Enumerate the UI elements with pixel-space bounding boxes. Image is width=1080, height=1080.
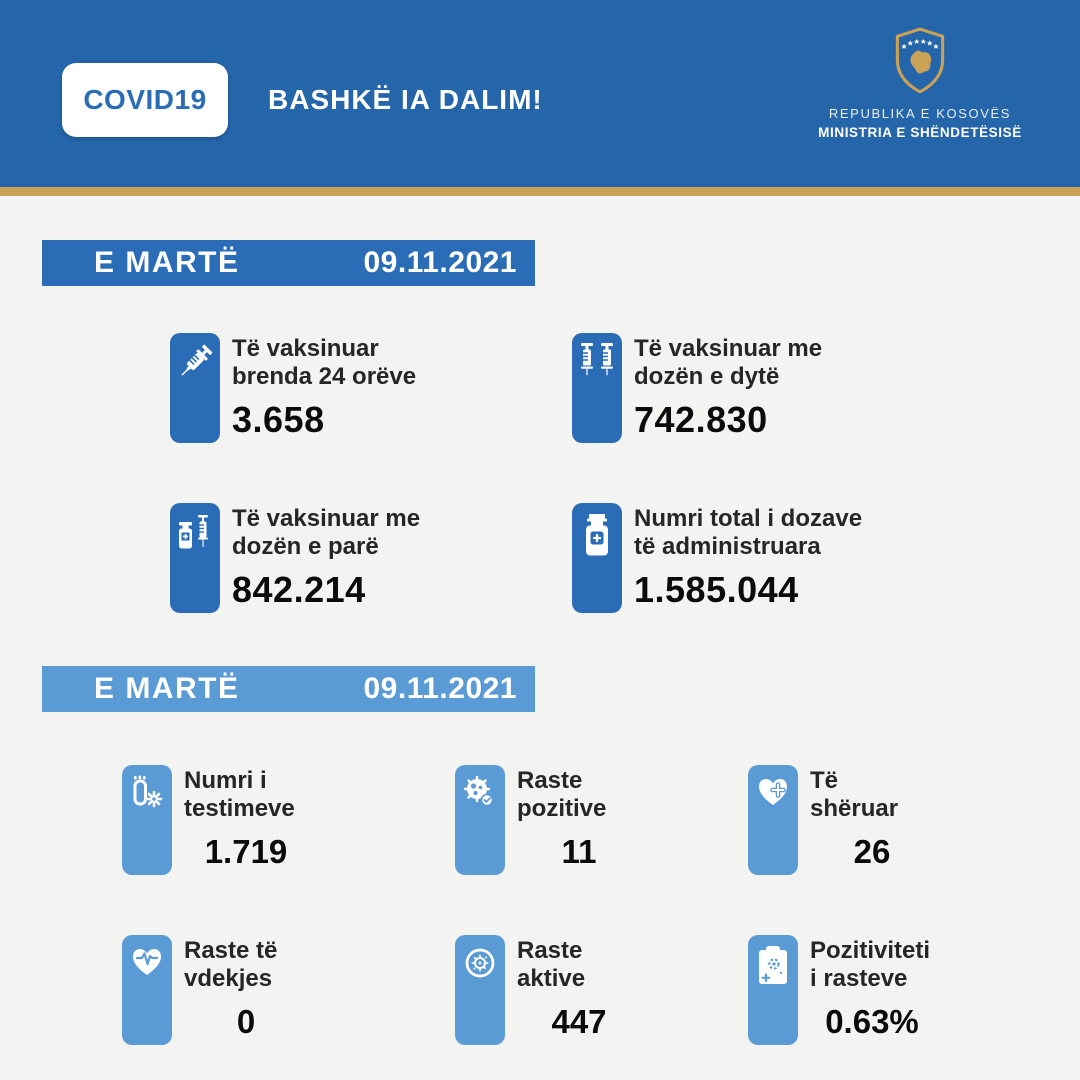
stat-card-vaccinated-24h: Të vaksinuar brenda 24 orëve 3.658 (170, 333, 416, 443)
gold-divider (0, 187, 1080, 196)
virus-ring-icon (455, 935, 505, 1045)
stat-label: Të shëruar (810, 767, 899, 823)
stat-value: 742.830 (634, 399, 768, 440)
test-tube-virus-icon (122, 765, 172, 875)
stat-card-positive-cases: Raste pozitive 11 (455, 765, 641, 875)
stat-label: Pozitiviteti i rasteve (810, 937, 931, 993)
stat-value: 1.585.044 (634, 569, 799, 610)
vaccination-date-banner: E MARTË 09.11.2021 (42, 240, 535, 286)
stat-card-tests: Numri i testimeve 1.719 (122, 765, 308, 875)
covid19-badge: COVID19 (62, 63, 228, 137)
banner-day: E MARTË (94, 246, 240, 279)
stat-card-active-cases: Raste aktive 447 (455, 935, 641, 1045)
stat-card-recovered: Të shëruar 26 (748, 765, 934, 875)
stat-value: 11 (561, 833, 597, 870)
covid19-badge-label: COVID19 (83, 84, 207, 115)
stat-card-first-dose: Të vaksinuar me dozën e parë 842.214 (170, 503, 420, 613)
stat-card-deaths: Raste të vdekjes 0 (122, 935, 308, 1045)
stat-label: Të vaksinuar me dozën e dytë (634, 335, 823, 391)
stat-value: 3.658 (232, 399, 325, 440)
clipboard-virus-icon (748, 935, 798, 1045)
stat-label: Të vaksinuar brenda 24 orëve (232, 335, 417, 391)
republic-name: REPUBLIKA E KOSOVËS (828, 106, 1012, 121)
stat-label: Numri i testimeve (184, 767, 295, 823)
vial-syringe-icon (170, 503, 220, 613)
stat-value: 1.719 (204, 833, 288, 870)
epidemiology-date-banner: E MARTË 09.11.2021 (42, 666, 535, 712)
stat-label: Numri total i dozave të administruara (634, 505, 863, 561)
ministry-name: MINISTRIA E SHËNDETËSISË (818, 125, 1022, 140)
heart-plus-icon (748, 765, 798, 875)
banner-date: 09.11.2021 (363, 672, 517, 705)
virus-check-icon (455, 765, 505, 875)
banner-day: E MARTË (94, 672, 240, 705)
stat-card-second-dose: Të vaksinuar me dozën e dytë 742.830 (572, 333, 822, 443)
stat-value: 0.63% (825, 1003, 919, 1040)
syringe-icon (170, 333, 220, 443)
stat-card-total-doses: Numri total i dozave të administruara 1.… (572, 503, 862, 613)
government-identity: REPUBLIKA E KOSOVËS MINISTRIA E SHËNDETË… (800, 26, 1040, 140)
vaccine-bottle-icon (572, 503, 622, 613)
header-bar: COVID19 BASHKË IA DALIM! REPUBLIKA E KOS… (0, 0, 1080, 187)
slogan-text: BASHKË IA DALIM! (268, 84, 543, 115)
kosovo-coat-of-arms-icon (895, 27, 945, 94)
stat-value: 0 (236, 1003, 256, 1040)
stat-label: Të vaksinuar me dozën e parë (232, 505, 421, 561)
stat-value: 26 (853, 833, 891, 870)
double-syringe-icon (572, 333, 622, 443)
banner-date: 09.11.2021 (363, 246, 517, 279)
stat-value: 447 (551, 1003, 607, 1040)
stat-label: Raste pozitive (517, 767, 607, 823)
stat-value: 842.214 (232, 569, 366, 610)
stat-card-positivity: Pozitiviteti i rasteve 0.63% (748, 935, 934, 1045)
stat-label: Raste aktive (517, 937, 586, 993)
heart-pulse-icon (122, 935, 172, 1045)
stat-label: Raste të vdekjes (184, 937, 278, 993)
